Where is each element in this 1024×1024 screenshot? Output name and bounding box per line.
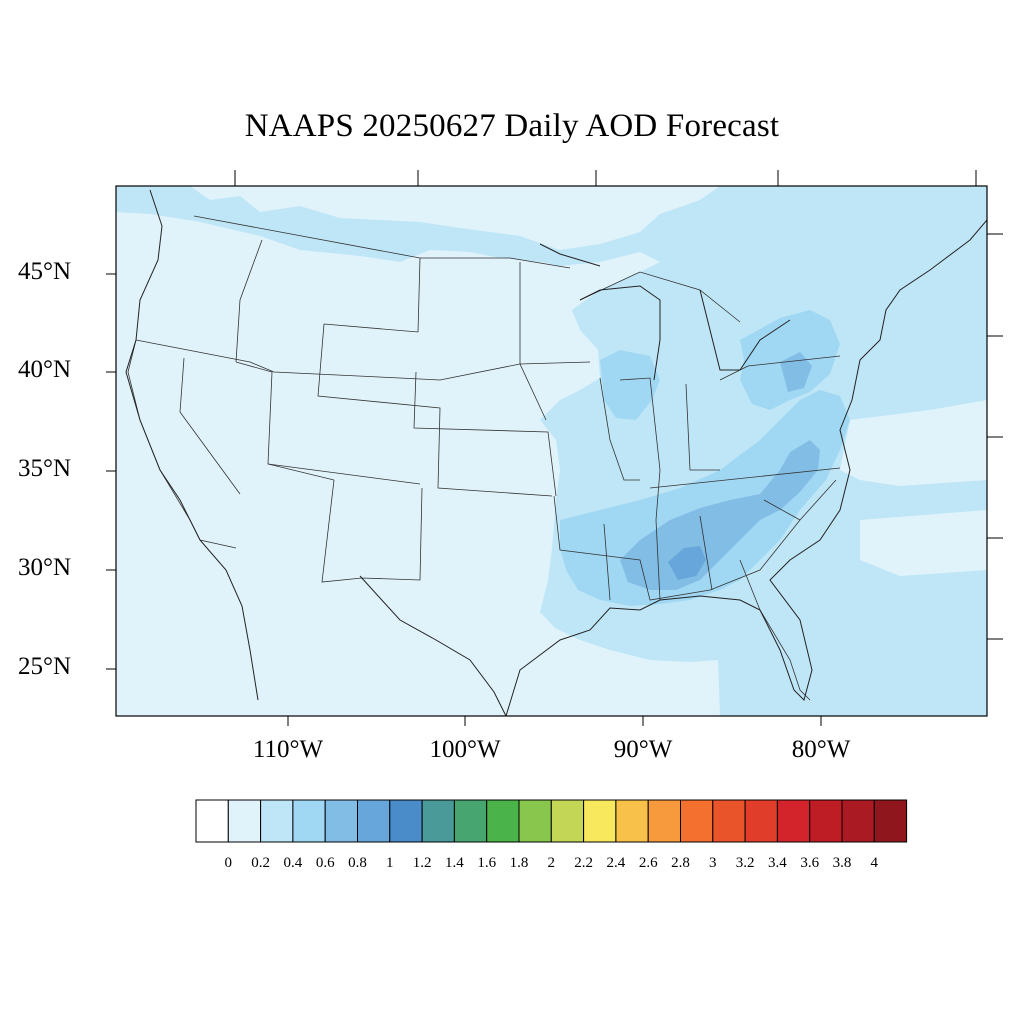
colorbar-tick-label: 2.2: [574, 855, 593, 871]
colorbar-swatch: [583, 799, 617, 843]
colorbar-tick-label: 2: [547, 855, 556, 871]
colorbar-tick-label: 3.2: [735, 855, 755, 871]
lat-label-30: 30°N: [18, 554, 72, 581]
colorbar-tick-label: 3.6: [800, 855, 820, 871]
colorbar-tick-label: 2.6: [638, 855, 658, 871]
map-title: NAAPS 20250627 Daily AOD Forecast: [244, 108, 780, 144]
colorbar-swatch: [453, 799, 488, 843]
lat-label-25: 25°N: [18, 653, 72, 680]
aod-layer-lighter-pockets: [116, 222, 987, 716]
colorbar-swatch: [873, 799, 908, 843]
colorbar-swatch: [744, 799, 778, 843]
colorbar-swatch: [809, 799, 843, 843]
colorbar-tick-label: 1: [386, 855, 394, 871]
colorbar-swatch: [486, 799, 520, 843]
colorbar-swatch: [324, 799, 359, 843]
colorbar-swatch: [421, 799, 455, 843]
colorbar-tick-label: 2.4: [606, 855, 626, 871]
colorbar-swatch: [227, 799, 262, 843]
colorbar-tick-label: 1.2: [412, 855, 432, 871]
lon-label-100: 100°W: [429, 736, 501, 763]
colorbar-tick-label: 0.4: [283, 855, 303, 871]
colorbar-tick-label: 0.2: [251, 855, 270, 871]
colorbar-swatch: [615, 799, 649, 843]
colorbar-swatch: [841, 799, 875, 843]
state-borders: [127, 215, 841, 701]
colorbar-tick-label: 3: [709, 855, 717, 871]
colorbar-swatch: [389, 799, 423, 843]
lat-label-35: 35°N: [18, 455, 72, 482]
colorbar-swatch: [647, 799, 682, 843]
coastline: [125, 189, 987, 716]
colorbar-swatch: [357, 799, 391, 843]
colorbar-tick-label: 1.6: [477, 855, 497, 871]
colorbar-swatch: [518, 799, 552, 843]
colorbar-swatch: [260, 799, 294, 843]
colorbar: [195, 799, 908, 843]
colorbar-tick-label: 0: [224, 855, 233, 871]
colorbar-tick-label: 1.4: [445, 855, 464, 871]
colorbar-tick-label: 3.8: [832, 855, 852, 871]
colorbar-swatch: [550, 799, 585, 843]
colorbar-swatch: [195, 799, 229, 843]
lon-label-110: 110°W: [252, 736, 324, 763]
colorbar-swatch: [292, 799, 326, 843]
colorbar-tick-label: 3.4: [768, 855, 787, 871]
colorbar-tick-label: 0.6: [315, 855, 335, 871]
colorbar-tick-label: 1.8: [509, 855, 529, 871]
colorbar-swatch: [776, 799, 811, 843]
lat-label-45: 45°N: [18, 258, 72, 285]
colorbar-tick-label: 0.8: [348, 855, 367, 871]
lon-label-90: 90°W: [613, 736, 673, 763]
colorbar-swatch: [712, 799, 746, 843]
colorbar-tick-label: 4: [870, 855, 879, 871]
lon-label-80: 80°W: [791, 736, 851, 763]
colorbar-tick-label: 2.8: [671, 855, 690, 871]
map-ticks: [106, 170, 1003, 726]
aod-layer-0-8: [668, 546, 706, 580]
map-frame: [115, 185, 988, 717]
lat-label-40: 40°N: [18, 356, 72, 383]
colorbar-swatch: [680, 799, 714, 843]
